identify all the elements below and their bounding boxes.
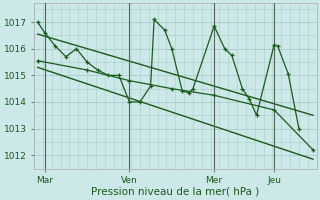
X-axis label: Pression niveau de la mer( hPa ): Pression niveau de la mer( hPa ) xyxy=(91,187,260,197)
